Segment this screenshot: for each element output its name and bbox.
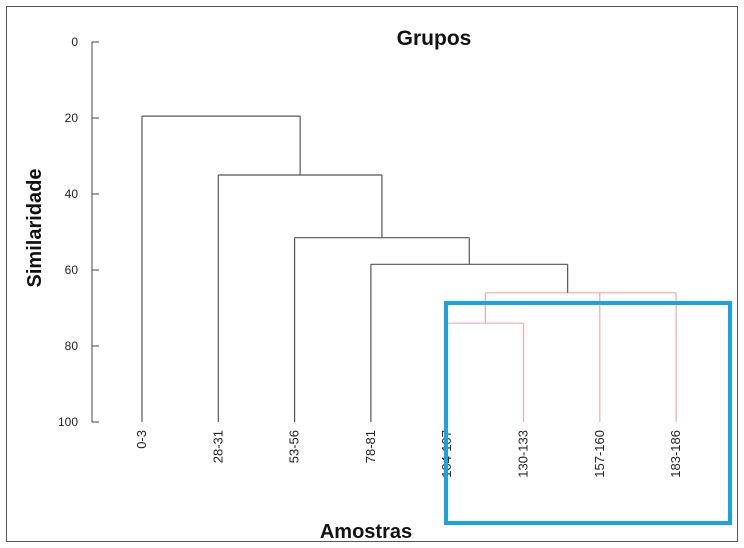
- y-tick-label-0: 0: [71, 35, 78, 49]
- leaf-label-183-186: 183-186: [668, 430, 683, 478]
- leaf-label-157-160: 157-160: [592, 430, 607, 478]
- leaf-label-130-133: 130-133: [516, 430, 531, 478]
- dendrogram-branches: [141, 115, 677, 422]
- leaf-labels: 0-3 28-31 53-56 78-81 104-107 130-133 157-160 1…: [134, 430, 683, 478]
- leaf-label-78-81: 78-81: [363, 430, 378, 463]
- leaf-label-0-3: 0-3: [134, 430, 149, 449]
- y-axis-label: Similaridade: [24, 169, 46, 288]
- chart-frame: [6, 6, 738, 542]
- y-tick-label-20: 20: [65, 111, 79, 125]
- highlight-box: [444, 301, 732, 525]
- y-axis: 0 20 40 60 80 100: [58, 35, 99, 429]
- leaf-label-28-31: 28-31: [210, 430, 225, 463]
- y-tick-label-60: 60: [65, 263, 79, 277]
- y-tick-label-40: 40: [65, 187, 79, 201]
- chart-title: Grupos: [397, 27, 472, 50]
- y-tick-label-80: 80: [65, 339, 79, 353]
- y-tick-label-100: 100: [58, 415, 78, 429]
- highlight-layer: [444, 301, 732, 525]
- x-axis-label: Amostras: [320, 521, 412, 543]
- leaf-label-53-56: 53-56: [287, 430, 302, 463]
